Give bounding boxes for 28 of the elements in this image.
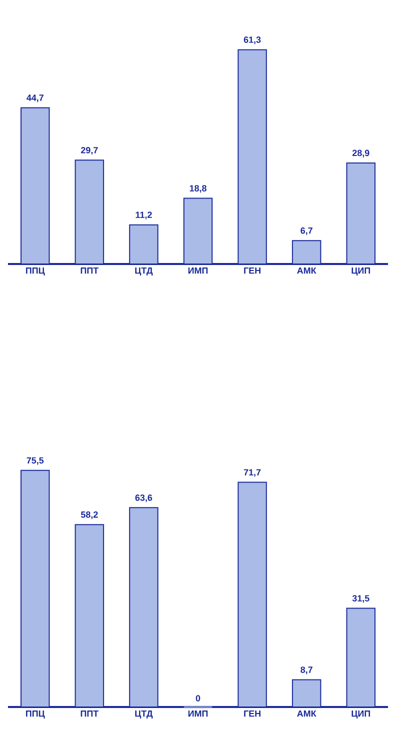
x-tick-label: АМК xyxy=(297,268,316,274)
data-label: 58,2 xyxy=(80,511,98,520)
data-label: 6,7 xyxy=(300,227,312,236)
x-tick-label: ППТ xyxy=(80,268,99,274)
data-label: 44,7 xyxy=(26,94,44,102)
x-tick-label: ИМП xyxy=(188,268,208,274)
data-label: 8,7 xyxy=(300,666,312,674)
x-tick-label: АМК xyxy=(297,710,316,717)
data-label: 28,9 xyxy=(352,150,370,158)
x-tick-label: ГЕН xyxy=(244,268,260,274)
x-tick-label: ППЦ xyxy=(26,710,45,718)
data-label: 18,8 xyxy=(190,185,206,193)
data-label: 0 xyxy=(196,695,200,702)
x-tick-label: ЦИП xyxy=(352,710,370,718)
data-label: 75,5 xyxy=(26,457,44,465)
x-tick-label: ЦТД xyxy=(135,710,153,718)
data-label: 63,6 xyxy=(135,494,152,502)
x-tick-label: ЦИП xyxy=(352,268,370,276)
data-label: 31,5 xyxy=(352,595,370,603)
x-tick-label: ЦТД xyxy=(135,268,153,276)
x-tick-label: ГЕН xyxy=(244,710,260,717)
x-tick-label: ППЦ xyxy=(26,268,45,276)
data-label: 29,7 xyxy=(81,147,98,155)
x-tick-label: ИМП xyxy=(188,710,208,717)
data-label: 71,7 xyxy=(244,469,261,477)
data-label: 11,2 xyxy=(136,212,152,220)
data-label: 61,3 xyxy=(244,36,261,44)
x-tick-label: ППТ xyxy=(80,710,99,717)
